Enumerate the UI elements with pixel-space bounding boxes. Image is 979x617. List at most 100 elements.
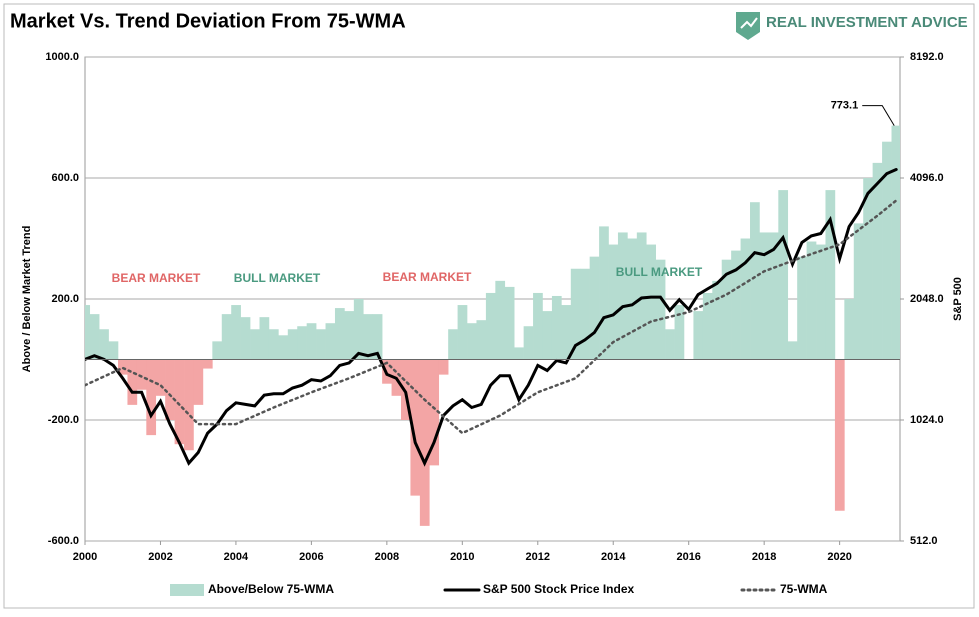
x-tick-label: 2014: [601, 551, 626, 563]
deviation-bar: [768, 232, 779, 360]
deviation-bar: [797, 256, 807, 360]
deviation-bar: [504, 286, 515, 360]
y-axis-label: Above / Below Market Trend: [21, 226, 33, 373]
y-tick-label: -600.0: [48, 535, 79, 547]
y2-tick-label: 8192.0: [910, 51, 944, 63]
deviation-bar: [174, 359, 185, 445]
deviation-bar: [825, 190, 836, 360]
deviation-bar: [712, 280, 723, 360]
deviation-bar: [419, 359, 430, 526]
logo: [736, 12, 760, 40]
y2-tick-label: 1024.0: [910, 414, 944, 426]
legend-swatch: [170, 584, 204, 596]
x-tick-label: 2008: [375, 551, 399, 563]
deviation-bar: [108, 341, 119, 360]
deviation-bar: [787, 341, 798, 360]
chart-title: Market Vs. Trend Deviation From 75-WMA: [10, 10, 406, 32]
deviation-bar: [542, 311, 553, 360]
deviation-bar: [334, 308, 345, 360]
plot: [85, 125, 900, 526]
deviation-bar: [344, 311, 355, 360]
x-tick-label: 2000: [73, 551, 97, 563]
deviation-bar: [325, 323, 336, 360]
deviation-bar: [693, 311, 704, 360]
legend-label: S&P 500 Stock Price Index: [483, 582, 635, 596]
deviation-bar: [495, 280, 506, 360]
label-leader: [862, 105, 895, 126]
deviation-bar: [429, 359, 440, 466]
deviation-bar: [882, 141, 892, 360]
deviation-bar: [193, 359, 204, 405]
annotation: BEAR MARKET: [112, 271, 201, 285]
deviation-bar: [834, 359, 845, 511]
deviation-bar: [363, 314, 374, 360]
y-tick-label: -200.0: [48, 414, 79, 426]
deviation-bar: [99, 329, 109, 360]
deviation-bar: [155, 359, 166, 396]
deviation-bar: [646, 244, 656, 360]
deviation-bar: [589, 256, 600, 360]
deviation-bar: [599, 226, 609, 360]
deviation-bar: [240, 317, 251, 360]
deviation-bar: [259, 317, 270, 360]
deviation-bar: [731, 250, 741, 360]
deviation-bar: [202, 359, 213, 369]
y2-axis-label: S&P 500: [952, 277, 964, 321]
deviation-bar: [740, 238, 751, 360]
deviation-bar: [306, 323, 317, 360]
deviation-bar: [551, 295, 562, 360]
deviation-bar: [212, 341, 223, 360]
annotation: BEAR MARKET: [383, 270, 472, 284]
deviation-bar: [353, 299, 364, 360]
deviation-bar: [580, 268, 590, 360]
deviation-bar: [485, 292, 496, 360]
deviation-bar: [636, 232, 647, 360]
deviation-bar: [297, 326, 307, 360]
y2-tick-label: 4096.0: [910, 172, 944, 184]
x-tick-label: 2020: [827, 551, 851, 563]
legend-label: Above/Below 75-WMA: [208, 582, 334, 596]
deviation-bar: [806, 241, 817, 360]
value-label: 773.1: [831, 100, 859, 112]
y2-tick-label: 512.0: [910, 535, 938, 547]
deviation-bar: [136, 359, 147, 390]
deviation-bar: [410, 359, 421, 496]
deviation-bar: [221, 314, 232, 360]
deviation-bar: [674, 305, 685, 360]
deviation-bar: [721, 259, 732, 360]
deviation-bar: [863, 178, 873, 360]
deviation-bar: [608, 244, 619, 360]
deviation-bar: [570, 268, 581, 360]
deviation-bar: [278, 335, 289, 360]
y2-tick-label: 2048.0: [910, 293, 944, 305]
x-tick-label: 2004: [224, 551, 249, 563]
brand: REAL INVESTMENT ADVICE: [766, 14, 968, 31]
deviation-bar: [655, 259, 666, 360]
y-tick-label: 1000.0: [45, 51, 79, 63]
deviation-bar: [89, 314, 100, 360]
deviation-bar: [853, 223, 864, 360]
deviation-bar: [476, 320, 487, 360]
deviation-bar: [891, 125, 900, 360]
x-tick-label: 2006: [299, 551, 323, 563]
line: [85, 199, 898, 435]
x-tick-label: 2012: [526, 551, 550, 563]
x-tick-label: 2018: [752, 551, 776, 563]
deviation-bar: [250, 329, 260, 360]
deviation-bar: [127, 359, 138, 405]
deviation-bar: [372, 314, 383, 360]
deviation-bar: [665, 329, 675, 360]
deviation-bar: [85, 305, 91, 360]
y-tick-label: 600.0: [51, 172, 79, 184]
deviation-bar: [561, 305, 572, 360]
deviation-bar: [231, 305, 241, 360]
deviation-bar: [778, 190, 789, 360]
deviation-bar: [514, 347, 524, 360]
x-tick-label: 2010: [450, 551, 474, 563]
deviation-bar: [872, 162, 883, 360]
deviation-bar: [759, 232, 770, 360]
line: [85, 168, 898, 467]
deviation-bar: [448, 329, 458, 360]
